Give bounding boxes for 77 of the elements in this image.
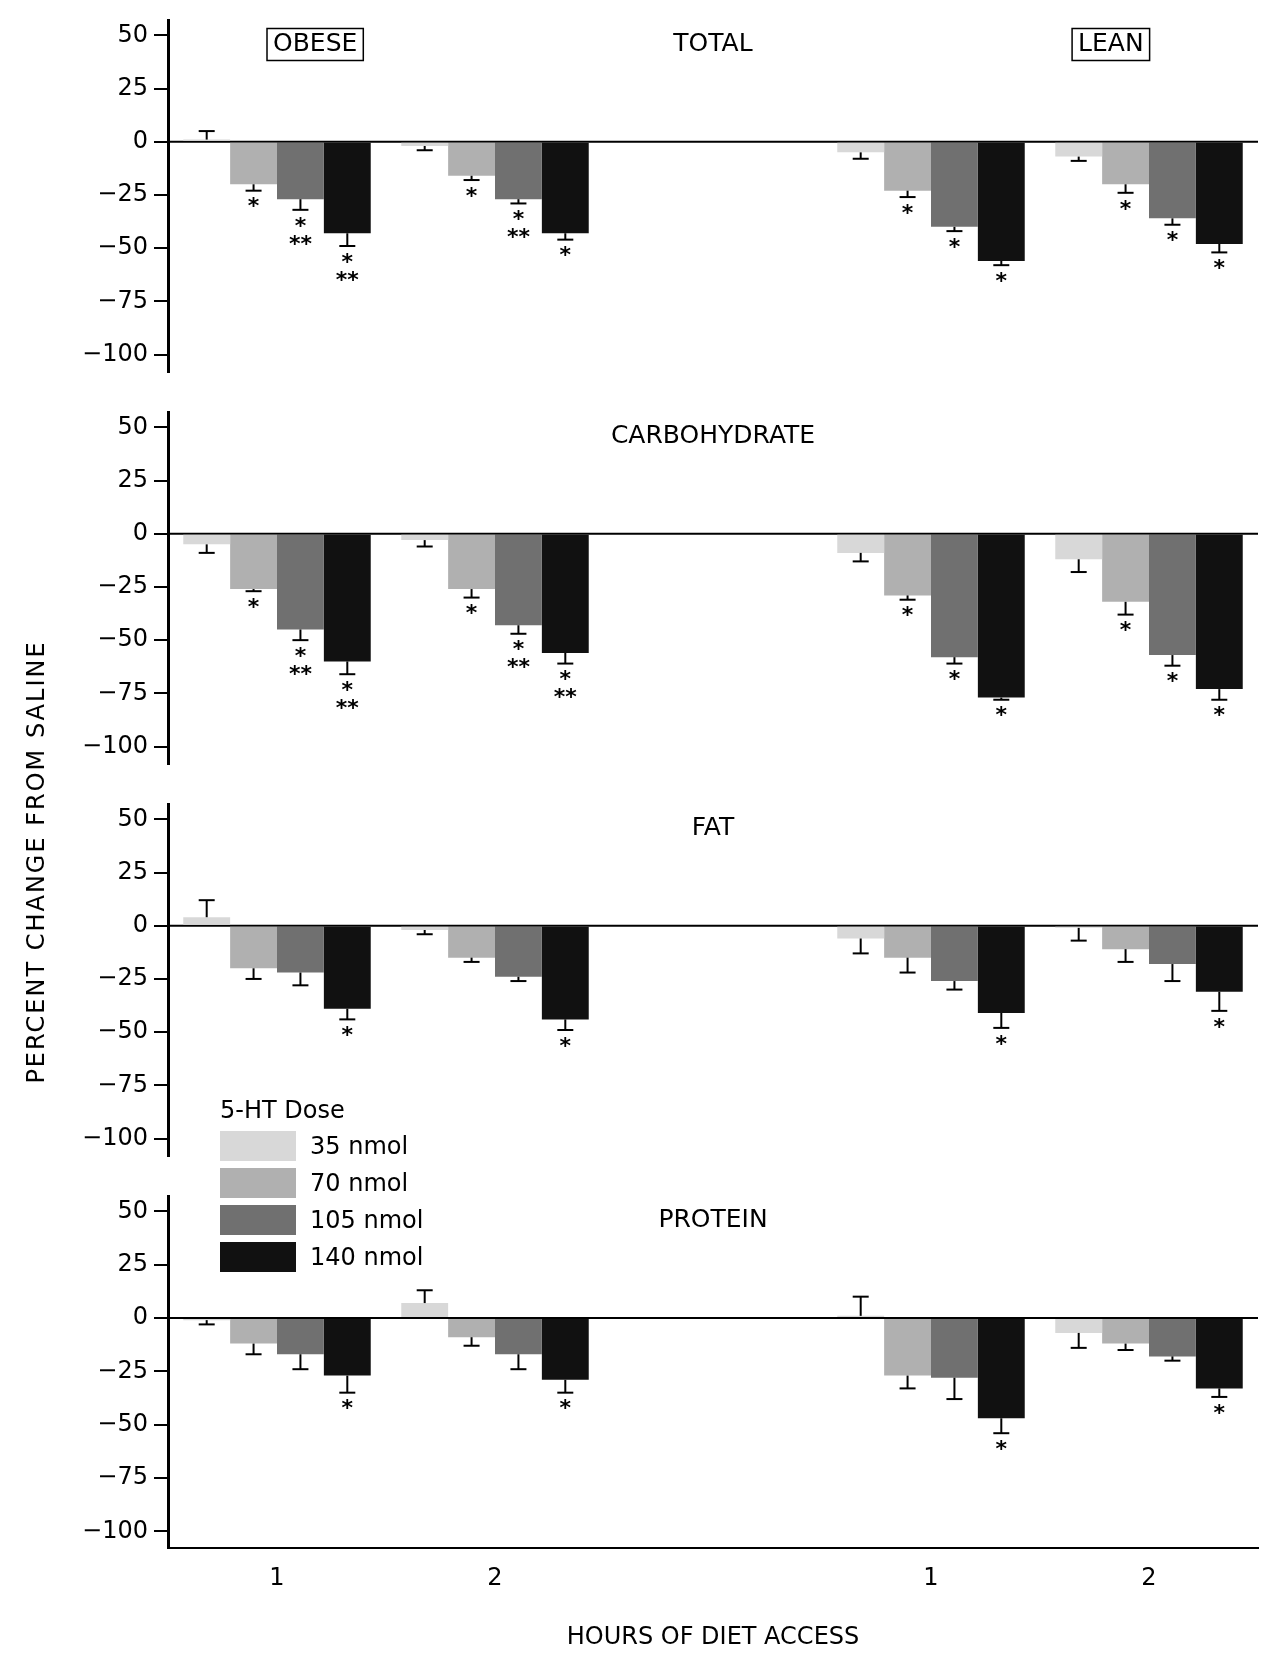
- y-tick-label: −75: [97, 1069, 148, 1098]
- annotation: LEAN: [1078, 27, 1144, 57]
- y-axis-title: PERCENT CHANGE FROM SALINE: [22, 640, 50, 1084]
- data-label: *: [1213, 702, 1226, 728]
- legend-title: 5-HT Dose: [220, 1095, 346, 1124]
- annotation: OBESE: [273, 27, 358, 57]
- data-label: *: [247, 193, 260, 219]
- data-label: *: [1119, 617, 1132, 643]
- y-tick-label: 0: [132, 517, 148, 546]
- data-label: *: [341, 1022, 354, 1048]
- y-tick-label: 50: [117, 411, 148, 440]
- y-tick-label: 25: [117, 1248, 148, 1277]
- y-tick-label: −100: [82, 1122, 148, 1151]
- y-tick-label: 50: [117, 1195, 148, 1224]
- y-tick-label: 0: [132, 1302, 148, 1331]
- data-label: *: [1213, 255, 1226, 281]
- y-tick-label: 25: [117, 856, 148, 885]
- y-tick-label: −75: [97, 285, 148, 314]
- data-label: *: [995, 267, 1008, 293]
- data-label: * **: [506, 206, 531, 250]
- x-tick-label: 2: [487, 1563, 503, 1592]
- data-label: *: [559, 242, 572, 268]
- y-tick-label: 0: [132, 125, 148, 154]
- y-tick-label: −50: [97, 232, 148, 261]
- legend-label: 35 nmol: [310, 1132, 409, 1161]
- x-axis-title: HOURS OF DIET ACCESS: [566, 1621, 860, 1650]
- data-label: * **: [288, 212, 313, 256]
- data-label: * **: [506, 636, 531, 680]
- data-label: * **: [288, 642, 313, 686]
- y-tick-label: −100: [82, 1515, 148, 1544]
- y-tick-label: −50: [97, 1408, 148, 1437]
- legend-label: 70 nmol: [310, 1169, 409, 1198]
- y-tick-label: −100: [82, 730, 148, 759]
- y-tick-label: −75: [97, 1462, 148, 1491]
- y-tick-label: 25: [117, 464, 148, 493]
- data-label: * **: [553, 666, 578, 710]
- data-label: *: [465, 182, 478, 208]
- legend-label: 140 nmol: [310, 1243, 424, 1272]
- data-label: *: [341, 1395, 354, 1421]
- data-label: *: [995, 702, 1008, 728]
- y-tick-label: −25: [97, 1355, 148, 1384]
- y-tick-label: −75: [97, 677, 148, 706]
- legend-label: 105 nmol: [310, 1206, 424, 1235]
- y-tick-label: −25: [97, 179, 148, 208]
- y-tick-label: 50: [117, 19, 148, 48]
- x-tick-label: 1: [923, 1563, 939, 1592]
- chart-title: PROTEIN: [658, 1203, 768, 1233]
- chart-title: CARBOHYDRATE: [610, 419, 816, 449]
- data-label: *: [1166, 227, 1179, 253]
- x-tick-label: 1: [269, 1563, 285, 1592]
- y-tick-label: 25: [117, 72, 148, 101]
- data-label: *: [901, 199, 914, 225]
- data-label: * **: [335, 676, 360, 720]
- y-tick-label: −100: [82, 338, 148, 367]
- data-label: * **: [335, 248, 360, 292]
- data-label: *: [995, 1435, 1008, 1461]
- data-label: *: [559, 1032, 572, 1058]
- data-label: *: [1213, 1013, 1226, 1039]
- y-tick-label: 50: [117, 803, 148, 832]
- x-tick-label: 2: [1141, 1563, 1157, 1592]
- data-label: *: [1213, 1399, 1226, 1425]
- y-tick-label: −50: [97, 1016, 148, 1045]
- data-label: *: [995, 1030, 1008, 1056]
- data-label: *: [1166, 668, 1179, 694]
- data-label: *: [948, 233, 961, 259]
- y-tick-label: −50: [97, 624, 148, 653]
- data-label: *: [948, 666, 961, 692]
- data-label: *: [1119, 195, 1132, 221]
- y-tick-label: −25: [97, 571, 148, 600]
- y-tick-label: −25: [97, 963, 148, 992]
- data-label: *: [559, 1395, 572, 1421]
- chart-title: FAT: [691, 811, 735, 841]
- data-label: *: [465, 600, 478, 626]
- data-label: *: [901, 602, 914, 628]
- chart-title: TOTAL: [672, 27, 753, 57]
- y-tick-label: 0: [132, 909, 148, 938]
- data-label: *: [247, 593, 260, 619]
